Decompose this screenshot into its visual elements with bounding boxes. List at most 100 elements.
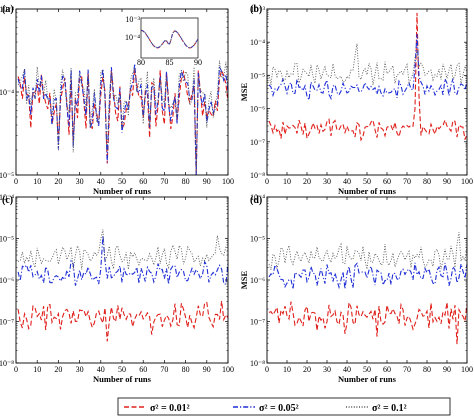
x-axis-label: Number of runs bbox=[338, 186, 397, 196]
y-tick-label: 10⁻⁴ bbox=[250, 193, 265, 202]
x-tick-label: 0 bbox=[14, 365, 18, 374]
x-axis-label: Number of runs bbox=[338, 374, 397, 384]
panel-b: 0 10 20 30 40 50 60 70 80 90 100 10⁻⁸ 10⁻⁷ 10⁻⁶ 10⁻⁵ 10… bbox=[239, 4, 473, 196]
legend: σ² = 0.01² σ² = 0.05² σ² = 0.1² bbox=[117, 397, 451, 416]
series-line-3 bbox=[268, 43, 468, 85]
plot-frame bbox=[266, 196, 468, 364]
x-tick-label: 100 bbox=[222, 365, 234, 374]
inset-y-tick-label: 10⁻³ bbox=[125, 15, 140, 24]
x-tick-label: 70 bbox=[403, 177, 411, 186]
series-line-2 bbox=[268, 262, 468, 290]
y-axis-label: MSE bbox=[239, 270, 249, 289]
y-tick-label: 10⁻⁵ bbox=[250, 71, 265, 80]
panel-label: (c) bbox=[2, 195, 13, 206]
panel-d: 0 10 20 30 40 50 60 70 80 90 100 10⁻⁸ 10⁻⁷ 10⁻⁶ 10⁻⁵ 10… bbox=[239, 193, 473, 384]
x-axis-label: Number of runs bbox=[93, 374, 152, 384]
x-tick-label: 90 bbox=[443, 177, 451, 186]
series-line-1 bbox=[17, 300, 229, 342]
legend-frame bbox=[117, 397, 451, 416]
x-tick-label: 50 bbox=[363, 365, 371, 374]
x-tick-label: 60 bbox=[139, 365, 147, 374]
series-line-2 bbox=[268, 33, 468, 102]
series-line-3 bbox=[268, 232, 468, 271]
y-axis-label: MSE bbox=[239, 82, 249, 101]
x-tick-label: 0 bbox=[265, 177, 269, 186]
x-tick-label: 0 bbox=[265, 365, 269, 374]
y-tick-label: 10⁻³ bbox=[0, 5, 15, 14]
y-tick-label: 10⁻⁵ bbox=[250, 235, 265, 244]
x-tick-label: 90 bbox=[203, 177, 211, 186]
y-tick-label: 10⁻⁵ bbox=[0, 235, 14, 244]
series-line-1 bbox=[268, 300, 468, 345]
x-tick-label: 100 bbox=[222, 177, 234, 186]
x-tick-label: 80 bbox=[182, 177, 190, 186]
x-tick-label: 20 bbox=[54, 177, 62, 186]
y-tick-label: 10⁻⁸ bbox=[250, 171, 265, 180]
y-tick-label: 10⁻⁵ bbox=[0, 171, 14, 180]
x-tick-label: 40 bbox=[343, 177, 351, 186]
series-line-3 bbox=[17, 229, 229, 270]
x-tick-label: 90 bbox=[443, 365, 451, 374]
x-tick-label: 20 bbox=[303, 177, 311, 186]
legend-label-3: σ² = 0.1² bbox=[372, 403, 407, 414]
x-tick-label: 50 bbox=[118, 177, 126, 186]
x-tick-label: 10 bbox=[283, 365, 291, 374]
x-tick-label: 70 bbox=[160, 365, 168, 374]
x-tick-label: 0 bbox=[14, 177, 18, 186]
panel-c: 0 10 20 30 40 50 60 70 80 90 100 10⁻⁸ 10⁻⁷ 10⁻⁶ 10⁻⁵ 10… bbox=[0, 193, 234, 384]
x-tick-label: 80 bbox=[182, 365, 190, 374]
y-tick-label: 10⁻⁶ bbox=[250, 276, 265, 285]
x-tick-label: 20 bbox=[303, 365, 311, 374]
y-tick-label: 10⁻³ bbox=[250, 5, 265, 14]
inset-x-tick-label: 85 bbox=[166, 58, 174, 67]
y-tick-label: 10⁻⁷ bbox=[0, 318, 14, 327]
x-tick-label: 30 bbox=[76, 177, 84, 186]
y-tick-label: 10⁻⁷ bbox=[250, 318, 265, 327]
x-tick-label: 50 bbox=[363, 177, 371, 186]
series-line-1 bbox=[268, 12, 468, 142]
x-tick-label: 100 bbox=[461, 365, 473, 374]
legend-label-1: σ² = 0.01² bbox=[150, 403, 190, 414]
inset-x-tick-label: 80 bbox=[137, 58, 145, 67]
panel-label: (b) bbox=[250, 4, 262, 15]
inset: 80 85 90 10⁻³ 10⁻⁴ bbox=[125, 15, 202, 67]
inset-x-tick-label: 90 bbox=[194, 58, 202, 67]
x-tick-label: 10 bbox=[283, 177, 291, 186]
inset-frame bbox=[140, 17, 199, 59]
x-tick-label: 100 bbox=[461, 177, 473, 186]
x-tick-label: 30 bbox=[76, 365, 84, 374]
y-tick-label: 10⁻⁴ bbox=[250, 38, 265, 47]
y-tick-label: 10⁻⁷ bbox=[250, 138, 265, 147]
panel-label: (a) bbox=[2, 4, 14, 15]
legend-label-2: σ² = 0.05² bbox=[259, 403, 299, 414]
x-tick-label: 70 bbox=[160, 177, 168, 186]
x-tick-label: 40 bbox=[97, 177, 105, 186]
x-tick-label: 40 bbox=[343, 365, 351, 374]
x-tick-label: 20 bbox=[54, 365, 62, 374]
x-tick-label: 40 bbox=[97, 365, 105, 374]
inset-series-line-1 bbox=[140, 30, 199, 49]
x-tick-label: 90 bbox=[203, 365, 211, 374]
panel-a: 0 10 20 30 40 50 60 70 80 90 10010⁻⁵10⁻⁴10⁻³(a)Num… bbox=[0, 4, 234, 196]
y-tick-label: 10⁻⁶ bbox=[250, 105, 265, 114]
x-tick-label: 50 bbox=[118, 365, 126, 374]
x-axis-label: Number of runs bbox=[93, 186, 152, 196]
x-tick-label: 10 bbox=[33, 177, 41, 186]
x-tick-label: 80 bbox=[423, 365, 431, 374]
y-tick-label: 10⁻⁴ bbox=[0, 88, 14, 97]
x-tick-label: 60 bbox=[139, 177, 147, 186]
x-tick-label: 30 bbox=[323, 365, 331, 374]
x-tick-label: 10 bbox=[33, 365, 41, 374]
inset-series-line-3 bbox=[140, 29, 199, 48]
panel-label: (d) bbox=[250, 195, 262, 206]
y-tick-label: 10⁻⁴ bbox=[0, 193, 14, 202]
x-tick-label: 80 bbox=[423, 177, 431, 186]
series-line-2 bbox=[17, 63, 229, 176]
x-tick-label: 60 bbox=[383, 365, 391, 374]
series-line-2 bbox=[17, 235, 229, 286]
y-tick-label: 10⁻⁸ bbox=[250, 359, 265, 368]
x-tick-label: 60 bbox=[383, 177, 391, 186]
y-tick-label: 10⁻⁶ bbox=[0, 276, 14, 285]
x-tick-label: 70 bbox=[403, 365, 411, 374]
